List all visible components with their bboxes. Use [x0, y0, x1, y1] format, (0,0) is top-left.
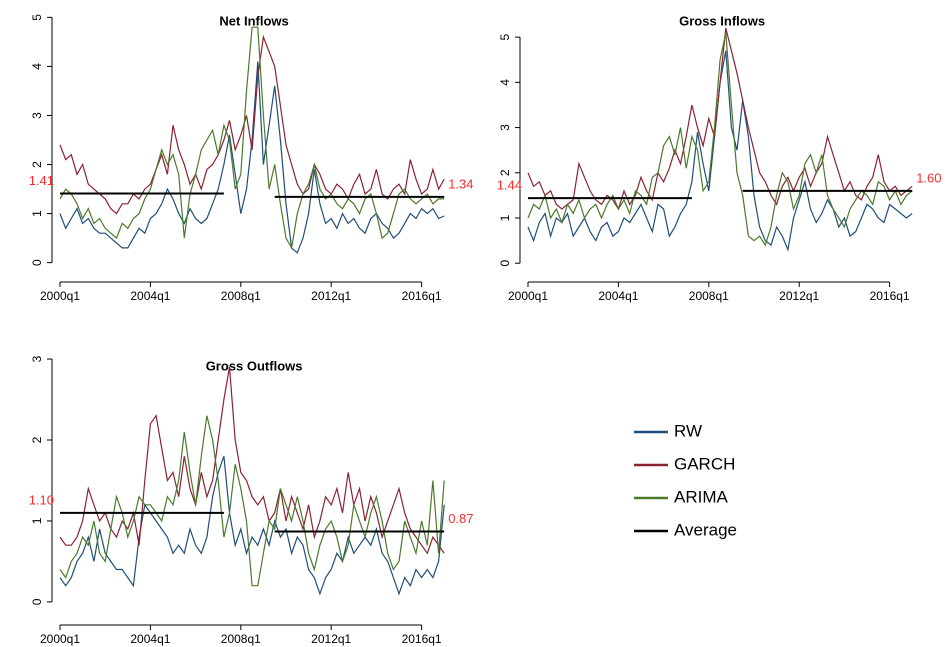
series-line: [527, 32, 913, 247]
y-tick-label: 1: [30, 210, 44, 217]
x-tick-label: 2000q1: [40, 289, 80, 303]
x-tick-label: 2012q1: [311, 632, 351, 646]
y-tick-label: 0: [30, 259, 44, 266]
x-tick-label: 2016q1: [402, 632, 442, 646]
legend-label: GARCH: [674, 454, 735, 473]
y-tick-label: 3: [30, 112, 44, 119]
legend-label: Average: [674, 520, 737, 539]
y-tick-label: 2: [30, 436, 44, 443]
legend-label: ARIMA: [674, 487, 729, 506]
y-tick-label: 1: [30, 517, 44, 524]
x-tick-label: 2016q1: [402, 289, 442, 303]
y-tick-label: 0: [30, 598, 44, 605]
average-label: 0.87: [448, 511, 473, 526]
series-line: [528, 189, 913, 200]
series-line: [59, 61, 445, 254]
series-line: [59, 456, 445, 596]
average-label: 1.44: [497, 178, 522, 193]
x-tick-label: 2012q1: [779, 289, 819, 303]
average-label: 1.41: [29, 173, 54, 188]
x-tick-label: 2004q1: [130, 289, 170, 303]
x-tick-label: 2016q1: [870, 289, 910, 303]
series-line: [527, 27, 913, 211]
series-line: [59, 366, 445, 555]
x-tick-label: 2008q1: [221, 289, 261, 303]
series-line: [59, 34, 445, 215]
panel-title: Gross Outflows: [206, 358, 303, 373]
legend-label: RW: [674, 421, 702, 440]
y-tick-label: 3: [498, 124, 512, 131]
y-tick-label: 4: [498, 79, 512, 86]
average-label: 1.10: [29, 492, 54, 507]
panel-title: Gross Inflows: [679, 13, 765, 28]
y-tick-label: 2: [30, 161, 44, 168]
y-tick-label: 5: [30, 14, 44, 21]
x-tick-label: 2004q1: [130, 632, 170, 646]
x-tick-label: 2012q1: [311, 289, 351, 303]
series-line: [59, 26, 445, 250]
average-label: 1.60: [916, 170, 941, 185]
y-tick-label: 3: [30, 355, 44, 362]
series-line: [60, 511, 445, 533]
y-tick-label: 2: [498, 169, 512, 176]
average-label: 1.34: [448, 176, 473, 191]
panel-title: Net Inflows: [219, 13, 288, 28]
y-tick-label: 4: [30, 63, 44, 70]
series-line: [60, 192, 445, 198]
x-tick-label: 2000q1: [508, 289, 548, 303]
x-tick-label: 2008q1: [689, 289, 729, 303]
series-line: [59, 415, 445, 587]
x-tick-label: 2004q1: [598, 289, 638, 303]
y-tick-label: 1: [498, 214, 512, 221]
x-tick-label: 2008q1: [221, 632, 261, 646]
y-tick-label: 5: [498, 33, 512, 40]
x-tick-label: 2000q1: [40, 632, 80, 646]
y-tick-label: 0: [498, 260, 512, 267]
